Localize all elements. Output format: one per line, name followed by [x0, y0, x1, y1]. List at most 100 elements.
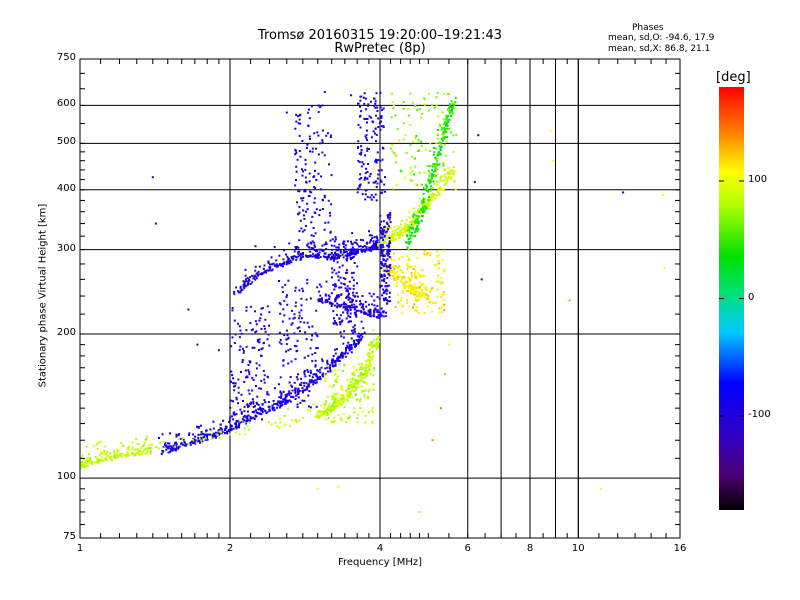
- data-point: [282, 400, 285, 403]
- data-point: [387, 228, 389, 231]
- data-point: [442, 188, 445, 191]
- data-point: [250, 401, 253, 404]
- data-point: [365, 97, 367, 100]
- data-point: [238, 424, 240, 426]
- data-point: [290, 256, 293, 258]
- data-point: [424, 292, 427, 295]
- data-point: [375, 235, 378, 238]
- data-point: [351, 377, 354, 380]
- data-point: [342, 394, 345, 397]
- data-point: [354, 380, 357, 383]
- data-point: [355, 306, 358, 309]
- data-point: [366, 170, 369, 173]
- data-point: [297, 388, 300, 391]
- data-point: [278, 280, 280, 282]
- data-point: [327, 254, 330, 257]
- data-point: [358, 363, 361, 366]
- data-point: [306, 385, 309, 388]
- data-point: [284, 400, 287, 403]
- data-point: [319, 378, 322, 381]
- data-point: [155, 446, 158, 448]
- data-point: [317, 257, 320, 259]
- data-point: [314, 256, 317, 259]
- data-point: [336, 294, 339, 297]
- data-point: [260, 348, 263, 351]
- data-point: [424, 205, 427, 208]
- data-point: [405, 234, 408, 236]
- data-point: [351, 276, 354, 279]
- data-point: [310, 242, 313, 245]
- data-point: [138, 452, 141, 455]
- data-point: [283, 334, 286, 337]
- data-point: [421, 183, 423, 186]
- data-point: [305, 180, 308, 183]
- data-point: [295, 256, 298, 259]
- data-point: [280, 342, 283, 345]
- data-point: [409, 92, 412, 95]
- data-point: [396, 228, 399, 231]
- data-point: [251, 274, 254, 277]
- data-point: [368, 368, 371, 371]
- data-point: [297, 122, 300, 125]
- data-point: [477, 134, 480, 137]
- data-point: [214, 436, 217, 439]
- data-point: [327, 294, 330, 297]
- data-point: [415, 134, 418, 137]
- data-point: [347, 294, 350, 297]
- data-point: [328, 403, 331, 406]
- data-point: [294, 149, 297, 152]
- data-point: [351, 291, 354, 294]
- data-point: [332, 392, 335, 395]
- data-point: [330, 305, 333, 307]
- data-point: [407, 266, 409, 269]
- data-point: [347, 385, 350, 388]
- data-point: [350, 320, 352, 323]
- data-point: [252, 277, 255, 280]
- data-point: [146, 450, 149, 453]
- data-point: [394, 305, 397, 308]
- data-point: [261, 347, 264, 350]
- data-point: [267, 393, 270, 396]
- data-point: [308, 381, 311, 384]
- data-point: [323, 154, 326, 157]
- data-point: [408, 289, 411, 292]
- data-point: [252, 406, 255, 409]
- data-point: [109, 457, 112, 459]
- data-point: [326, 132, 329, 135]
- data-point: [421, 112, 424, 115]
- data-point: [400, 219, 403, 222]
- data-point: [182, 438, 185, 441]
- data-point: [395, 271, 397, 274]
- data-point: [324, 293, 327, 296]
- data-point: [211, 434, 214, 437]
- data-point: [407, 259, 410, 261]
- data-point: [377, 346, 380, 349]
- data-point: [258, 265, 261, 268]
- data-point: [440, 137, 443, 140]
- data-point: [395, 278, 398, 281]
- data-point: [334, 299, 337, 302]
- data-point: [312, 383, 315, 386]
- data-point: [181, 443, 184, 446]
- data-point: [391, 265, 394, 268]
- data-point: [322, 199, 324, 202]
- data-point: [308, 390, 311, 393]
- data-point: [385, 264, 388, 267]
- data-point: [428, 301, 431, 304]
- data-point: [287, 279, 290, 282]
- data-point: [295, 247, 298, 250]
- data-point: [367, 103, 370, 106]
- data-point: [384, 231, 387, 234]
- data-point: [276, 403, 278, 406]
- data-point: [218, 432, 221, 435]
- data-point: [397, 301, 400, 304]
- data-point: [97, 459, 100, 462]
- data-point: [349, 386, 352, 389]
- data-point: [371, 346, 373, 349]
- data-point: [325, 400, 328, 403]
- data-point: [218, 433, 221, 436]
- data-point: [307, 124, 310, 127]
- data-point: [249, 360, 252, 363]
- data-point: [408, 216, 411, 219]
- data-point: [398, 232, 401, 235]
